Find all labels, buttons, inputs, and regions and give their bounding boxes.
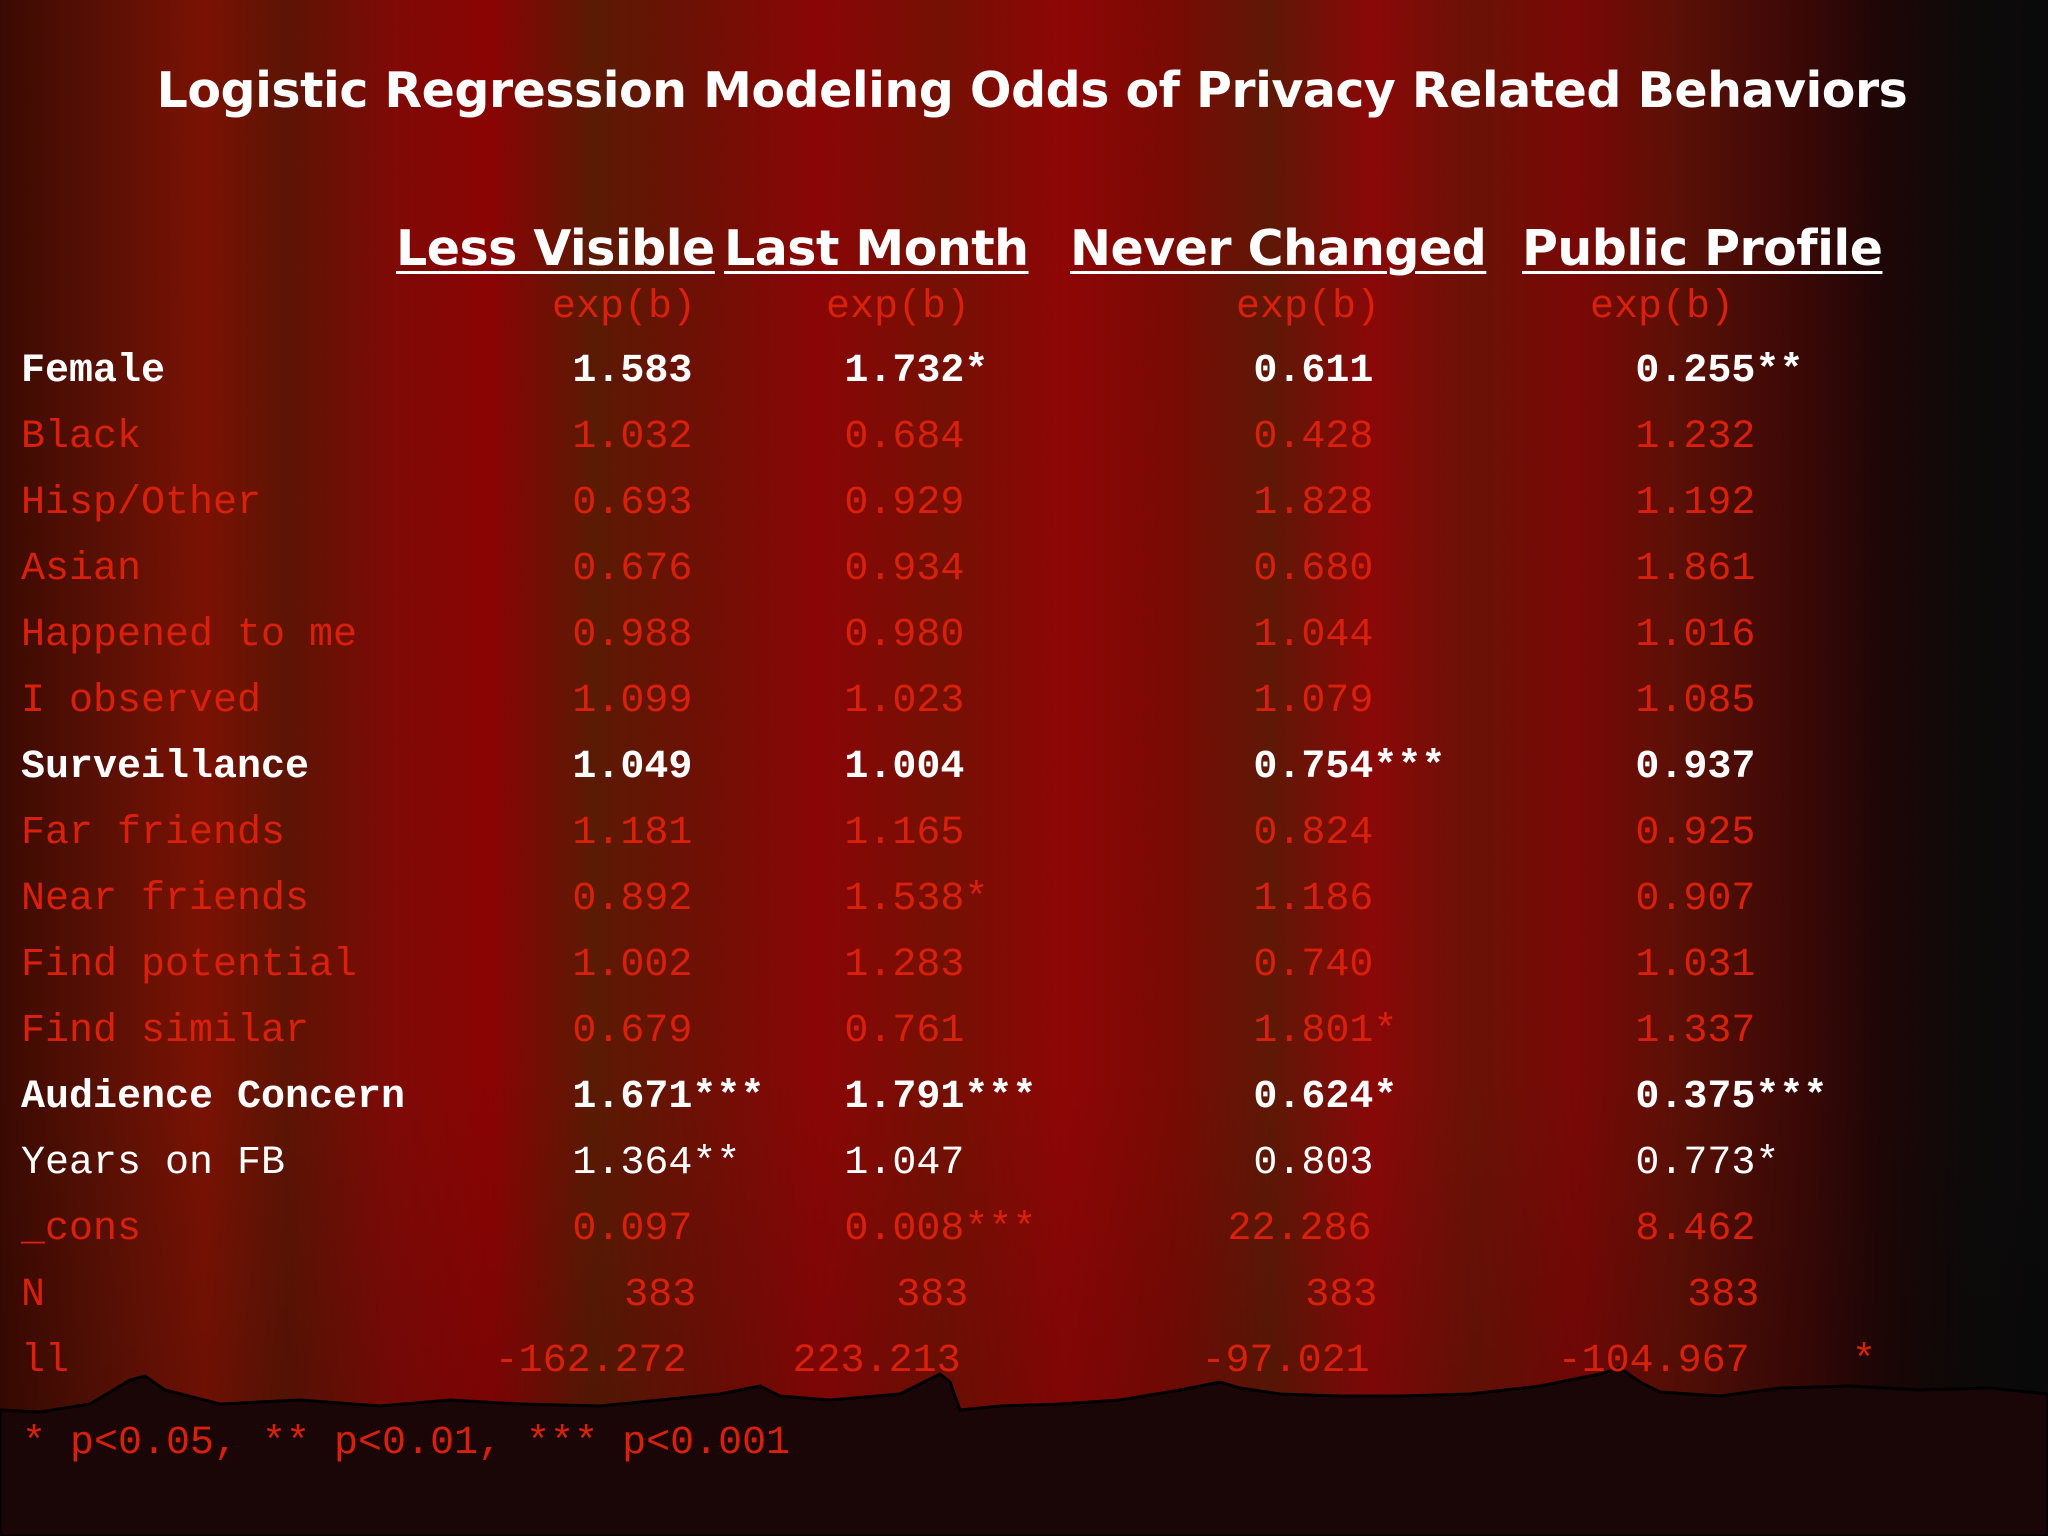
table-cell: 1.049 bbox=[572, 745, 693, 790]
column-subheader-last-month: exp(b) bbox=[826, 285, 971, 330]
table-cell: 1.791*** bbox=[844, 1075, 1037, 1120]
table-cell: 1.181 bbox=[572, 811, 693, 856]
table-cell: -97.021 bbox=[1201, 1339, 1370, 1384]
table-cell: -162.272 bbox=[494, 1339, 687, 1384]
row-label: Find similar bbox=[21, 1009, 310, 1054]
table-cell: 0.929 bbox=[844, 481, 965, 526]
table-cell: 1.232 bbox=[1635, 415, 1756, 460]
table-cell: 223.213 bbox=[792, 1339, 961, 1384]
table-cell: 0.611 bbox=[1253, 349, 1374, 394]
table-cell: 0.676 bbox=[572, 547, 693, 592]
table-cell: 0.684 bbox=[844, 415, 965, 460]
column-header-public-profile: Public Profile bbox=[1522, 220, 1883, 277]
row-label: Near friends bbox=[21, 877, 310, 922]
row-label: I observed bbox=[21, 679, 262, 724]
row-label: Happened to me bbox=[21, 613, 358, 658]
table-cell: 1.002 bbox=[572, 943, 693, 988]
table-cell: 1.016 bbox=[1635, 613, 1756, 658]
table-cell: 0.008*** bbox=[844, 1207, 1037, 1252]
table-cell: 0.754*** bbox=[1253, 745, 1446, 790]
table-cell: 0.907 bbox=[1635, 877, 1756, 922]
table-cell: 1.583 bbox=[572, 349, 693, 394]
table-cell: 0.925 bbox=[1635, 811, 1756, 856]
column-subheader-less-visible: exp(b) bbox=[552, 285, 697, 330]
table-cell: 1.032 bbox=[572, 415, 693, 460]
stage-floor bbox=[0, 1366, 2048, 1536]
table-cell: 0.693 bbox=[572, 481, 693, 526]
table-cell: 1.801* bbox=[1253, 1009, 1398, 1054]
table-cell: 0.937 bbox=[1635, 745, 1756, 790]
table-cell: 1.004 bbox=[844, 745, 965, 790]
table-cell: 1.023 bbox=[844, 679, 965, 724]
table-cell: 0.255** bbox=[1635, 349, 1804, 394]
table-cell: 1.044 bbox=[1253, 613, 1374, 658]
footnote: * p<0.05, ** p<0.01, *** p<0.001 bbox=[22, 1421, 791, 1466]
table-cell: 0.803 bbox=[1253, 1141, 1374, 1186]
table-cell: 22.286 bbox=[1227, 1207, 1372, 1252]
row-label: Audience Concern bbox=[21, 1075, 406, 1120]
table-cell: 0.988 bbox=[572, 613, 693, 658]
table-cell: 0.824 bbox=[1253, 811, 1374, 856]
table-cell: 1.165 bbox=[844, 811, 965, 856]
row-label: Years on FB bbox=[21, 1141, 286, 1186]
table-cell: 0.892 bbox=[572, 877, 693, 922]
row-label: Asian bbox=[21, 547, 142, 592]
table-cell: 0.097 bbox=[572, 1207, 693, 1252]
table-cell: 1.732* bbox=[844, 349, 989, 394]
row-label: _cons bbox=[21, 1207, 142, 1252]
table-cell: 0.761 bbox=[844, 1009, 965, 1054]
row-label: ll bbox=[21, 1339, 70, 1384]
table-cell: 0.679 bbox=[572, 1009, 693, 1054]
column-subheader-never-changed: exp(b) bbox=[1236, 285, 1381, 330]
table-cell: 0.773* bbox=[1635, 1141, 1780, 1186]
table-cell: 0.740 bbox=[1253, 943, 1374, 988]
table-cell: 383 bbox=[1687, 1273, 1760, 1318]
row-label: Surveillance bbox=[21, 745, 310, 790]
page-title: Logistic Regression Modeling Odds of Pri… bbox=[156, 62, 1908, 119]
table-cell: 0.428 bbox=[1253, 415, 1374, 460]
column-header-last-month: Last Month bbox=[724, 220, 1029, 277]
table-cell: 0.934 bbox=[844, 547, 965, 592]
table-cell: 8.462 bbox=[1635, 1207, 1756, 1252]
table-cell: -104.967 bbox=[1557, 1339, 1750, 1384]
column-subheader-public-profile: exp(b) bbox=[1590, 285, 1735, 330]
table-cell: 383 bbox=[624, 1273, 697, 1318]
row-label: Black bbox=[21, 415, 142, 460]
row-label: Hisp/Other bbox=[21, 481, 262, 526]
table-cell: 1.192 bbox=[1635, 481, 1756, 526]
column-header-never-changed: Never Changed bbox=[1070, 220, 1487, 277]
trailing-asterisk: * bbox=[1852, 1339, 1877, 1384]
table-cell: 1.538* bbox=[844, 877, 989, 922]
row-label: N bbox=[21, 1273, 46, 1318]
table-cell: 1.828 bbox=[1253, 481, 1374, 526]
column-header-less-visible: Less Visible bbox=[396, 220, 715, 277]
table-cell: 1.085 bbox=[1635, 679, 1756, 724]
table-cell: 1.671*** bbox=[572, 1075, 765, 1120]
table-cell: 0.680 bbox=[1253, 547, 1374, 592]
table-cell: 383 bbox=[896, 1273, 969, 1318]
table-cell: 1.079 bbox=[1253, 679, 1374, 724]
table-cell: 0.375*** bbox=[1635, 1075, 1828, 1120]
table-cell: 383 bbox=[1305, 1273, 1378, 1318]
table-cell: 1.047 bbox=[844, 1141, 965, 1186]
table-cell: 0.980 bbox=[844, 613, 965, 658]
table-cell: 1.861 bbox=[1635, 547, 1756, 592]
table-cell: 0.624* bbox=[1253, 1075, 1398, 1120]
table-cell: 1.031 bbox=[1635, 943, 1756, 988]
table-cell: 1.186 bbox=[1253, 877, 1374, 922]
row-label: Find potential bbox=[21, 943, 358, 988]
table-cell: 1.283 bbox=[844, 943, 965, 988]
table-cell: 1.099 bbox=[572, 679, 693, 724]
row-label: Far friends bbox=[21, 811, 286, 856]
table-cell: 1.337 bbox=[1635, 1009, 1756, 1054]
row-label: Female bbox=[21, 349, 166, 394]
table-cell: 1.364** bbox=[572, 1141, 741, 1186]
